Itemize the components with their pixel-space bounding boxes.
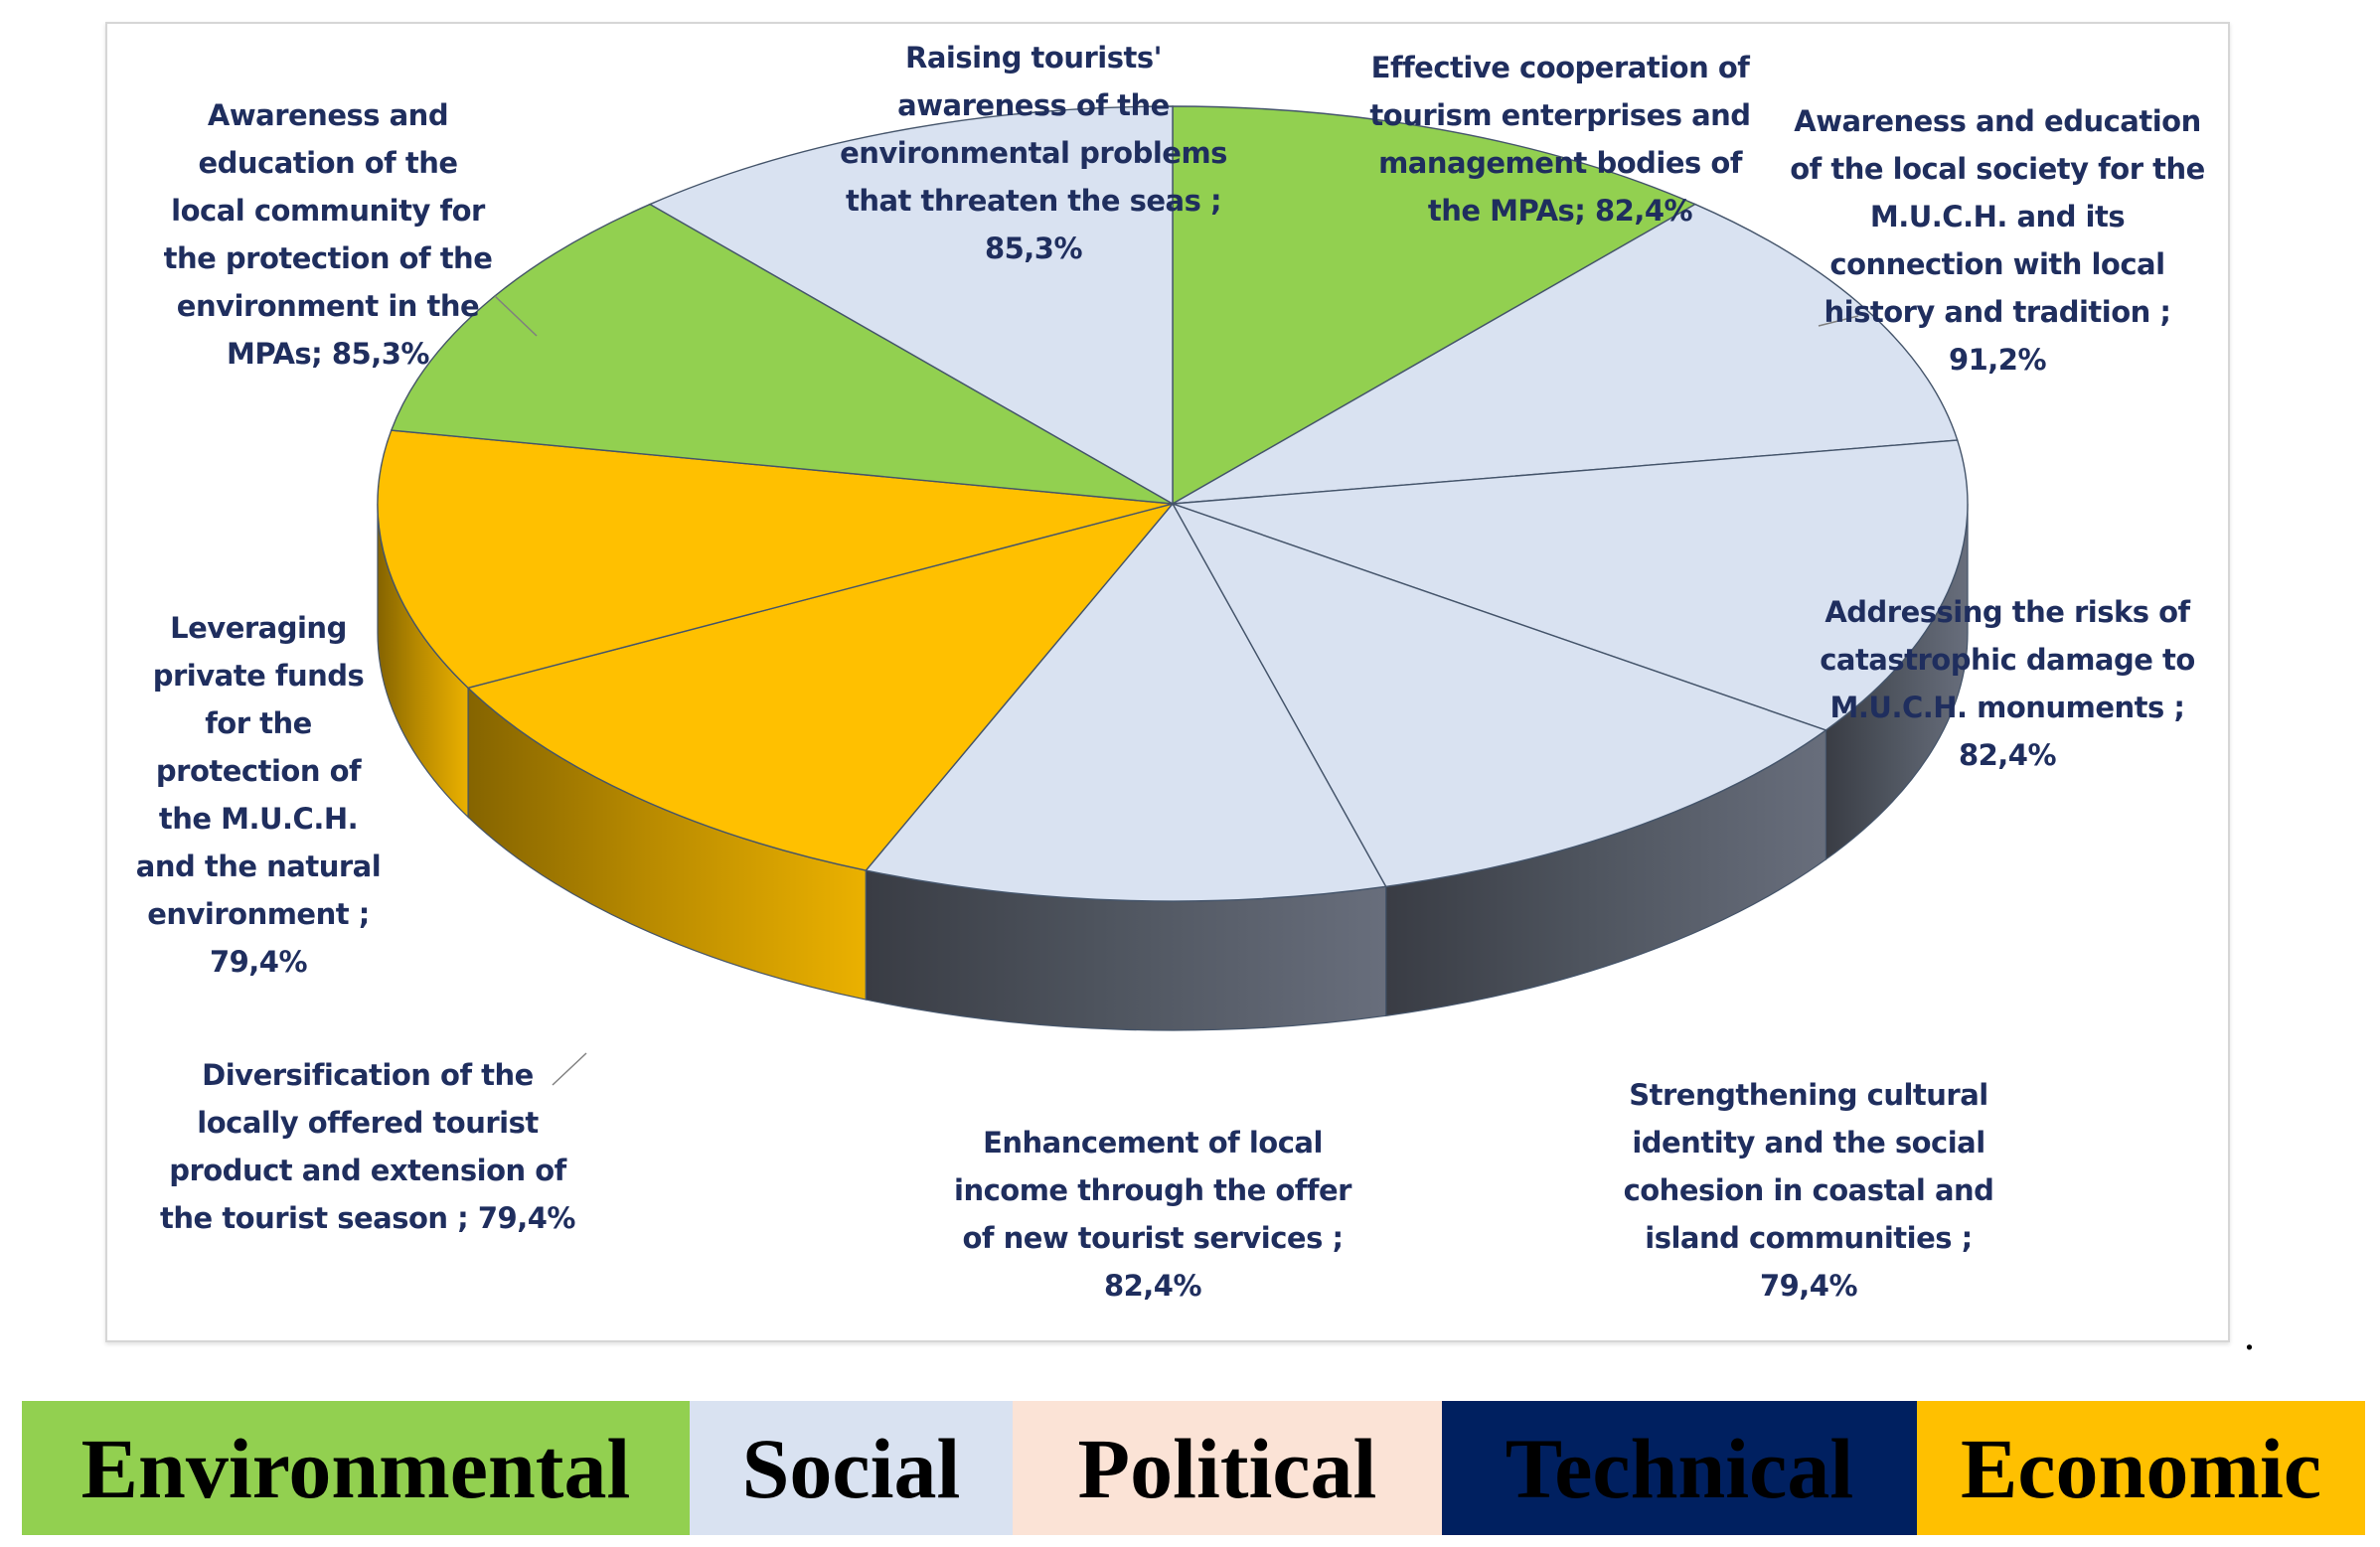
- slice-label-private-funds: Leveraging private funds for the protect…: [135, 611, 382, 979]
- slice-label-effective-cooperation: Effective cooperation of tourism enterpr…: [1369, 51, 1751, 228]
- pie-slice-5: [466, 502, 1175, 871]
- trailing-period: .: [2244, 1311, 2255, 1359]
- leader-line-1: [552, 1052, 587, 1086]
- pie-slice-2: [1172, 439, 1969, 731]
- legend-social: Social: [690, 1401, 1013, 1535]
- pie-slice-0: [1172, 105, 1697, 506]
- legend-political: Political: [1013, 1401, 1442, 1535]
- legend-technical-label: Technical: [1505, 1420, 1854, 1516]
- pie-slice-8: [648, 105, 1174, 506]
- slice-label-catastrophic-damage: Addressing the risks of catastrophic dam…: [1820, 595, 2195, 772]
- slice-label-education-local-society: Awareness and education of the local soc…: [1790, 104, 2205, 377]
- pie-slice-3: [1171, 502, 1827, 888]
- legend-political-label: Political: [1077, 1420, 1377, 1516]
- slice-label-community-protection: Awareness and education of the local com…: [163, 98, 493, 371]
- pie-slice-7: [390, 203, 1174, 505]
- legend-environmental-label: Environmental: [80, 1420, 631, 1516]
- category-legend: Environmental Social Political Technical…: [22, 1401, 2365, 1535]
- slice-label-diversification: Diversification of the locally offered t…: [160, 1058, 575, 1235]
- legend-technical: Technical: [1442, 1401, 1917, 1535]
- legend-social-label: Social: [741, 1420, 961, 1516]
- label-leader-lines: [494, 295, 1859, 1086]
- legend-environmental: Environmental: [22, 1401, 690, 1535]
- leader-line-2: [1818, 315, 1859, 327]
- legend-economic-label: Economic: [1960, 1420, 2322, 1516]
- pie-slice-4: [865, 502, 1387, 902]
- slice-label-raising-awareness: Raising tourists' awareness of the envir…: [840, 41, 1227, 265]
- slice-label-cultural-identity: Strengthening cultural identity and the …: [1623, 1078, 1994, 1303]
- pie-top-faces: [377, 105, 1969, 902]
- slice-label-local-income: Enhancement of local income through the …: [954, 1126, 1351, 1303]
- pie-slice-1: [1172, 203, 1959, 505]
- pie-slice-6: [377, 429, 1174, 690]
- legend-economic: Economic: [1917, 1401, 2365, 1535]
- leader-line-0: [494, 295, 538, 337]
- pie-side-walls: [377, 503, 1969, 1031]
